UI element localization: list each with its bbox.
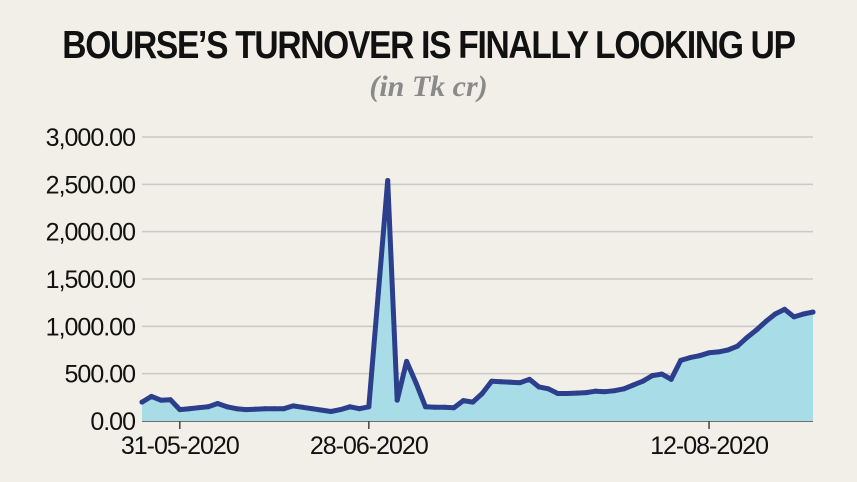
data-point — [309, 406, 315, 412]
data-point — [687, 355, 693, 361]
data-point — [678, 357, 684, 363]
data-point — [536, 384, 542, 390]
data-point — [470, 399, 476, 405]
data-point — [659, 371, 665, 377]
data-point — [706, 350, 712, 356]
x-axis-ticks: 31-05-2020 28-06-2020 12-08-2020 — [121, 421, 769, 460]
data-point — [385, 178, 391, 184]
chart-title: BOURSE’S TURNOVER IS FINALLY LOOKING UP — [62, 24, 796, 67]
data-point — [186, 406, 192, 412]
data-point — [621, 386, 627, 392]
data-points — [139, 178, 816, 415]
data-point — [262, 406, 268, 412]
data-point — [196, 405, 202, 411]
data-point — [423, 404, 429, 410]
data-point — [460, 398, 466, 404]
y-tick-label: 2,000.00 — [46, 219, 135, 247]
data-point — [404, 358, 410, 364]
x-tick-label: 31-05-2020 — [121, 432, 239, 460]
data-point — [602, 389, 608, 395]
data-point — [413, 380, 419, 386]
data-point — [337, 407, 343, 413]
data-point — [319, 407, 325, 413]
data-point — [281, 406, 287, 412]
x-tick-label: 12-08-2020 — [650, 432, 768, 460]
data-point — [583, 390, 589, 396]
data-point — [640, 378, 646, 384]
data-point — [772, 311, 778, 317]
y-tick-label: 2,500.00 — [46, 171, 135, 199]
y-axis-ticks: 0.00 500.00 1,000.00 1,500.00 2,000.00 2,500.… — [46, 124, 136, 436]
data-point — [715, 349, 721, 355]
data-point — [271, 406, 277, 412]
data-point — [668, 376, 674, 382]
data-point — [697, 353, 703, 359]
data-point — [148, 393, 154, 399]
y-tick-label: 0.00 — [90, 408, 135, 436]
data-point — [517, 380, 523, 386]
data-point — [574, 390, 580, 396]
data-point — [593, 388, 599, 394]
data-point — [649, 373, 655, 379]
data-point — [810, 309, 816, 315]
data-point — [763, 319, 769, 325]
data-point — [375, 290, 381, 296]
data-point — [526, 376, 532, 382]
data-point — [234, 406, 240, 412]
data-point — [347, 404, 353, 410]
data-point — [243, 407, 249, 413]
data-point — [451, 405, 457, 411]
data-point — [158, 397, 164, 403]
data-point — [167, 397, 173, 403]
data-point — [630, 382, 636, 388]
data-point — [725, 347, 731, 353]
data-point — [564, 391, 570, 397]
data-point — [394, 397, 400, 403]
data-point — [366, 404, 372, 410]
data-point — [441, 404, 447, 410]
data-point — [139, 399, 145, 405]
data-point — [508, 379, 514, 385]
data-point — [205, 404, 211, 410]
data-point — [215, 400, 221, 406]
x-tick-label: 28-06-2020 — [310, 432, 428, 460]
chart-subtitle: (in Tk cr) — [369, 70, 488, 103]
data-point — [744, 335, 750, 341]
data-point — [489, 378, 495, 384]
data-point — [432, 404, 438, 410]
data-point — [356, 406, 362, 412]
data-point — [801, 311, 807, 317]
data-point — [300, 404, 306, 410]
data-point — [753, 327, 759, 333]
data-point — [177, 407, 183, 413]
y-tick-label: 1,000.00 — [46, 313, 135, 341]
y-tick-label: 3,000.00 — [46, 124, 135, 152]
y-tick-label: 1,500.00 — [46, 266, 135, 294]
data-point — [252, 406, 258, 412]
data-point — [555, 391, 561, 397]
turnover-area — [142, 180, 813, 421]
data-point — [612, 388, 618, 394]
data-point — [498, 379, 504, 385]
data-point — [782, 306, 788, 312]
data-point — [734, 343, 740, 349]
data-point — [290, 403, 296, 409]
data-point — [224, 404, 230, 410]
data-point — [545, 386, 551, 392]
data-point — [479, 391, 485, 397]
data-point — [328, 409, 334, 415]
data-point — [791, 314, 797, 320]
y-tick-label: 500.00 — [65, 361, 136, 389]
